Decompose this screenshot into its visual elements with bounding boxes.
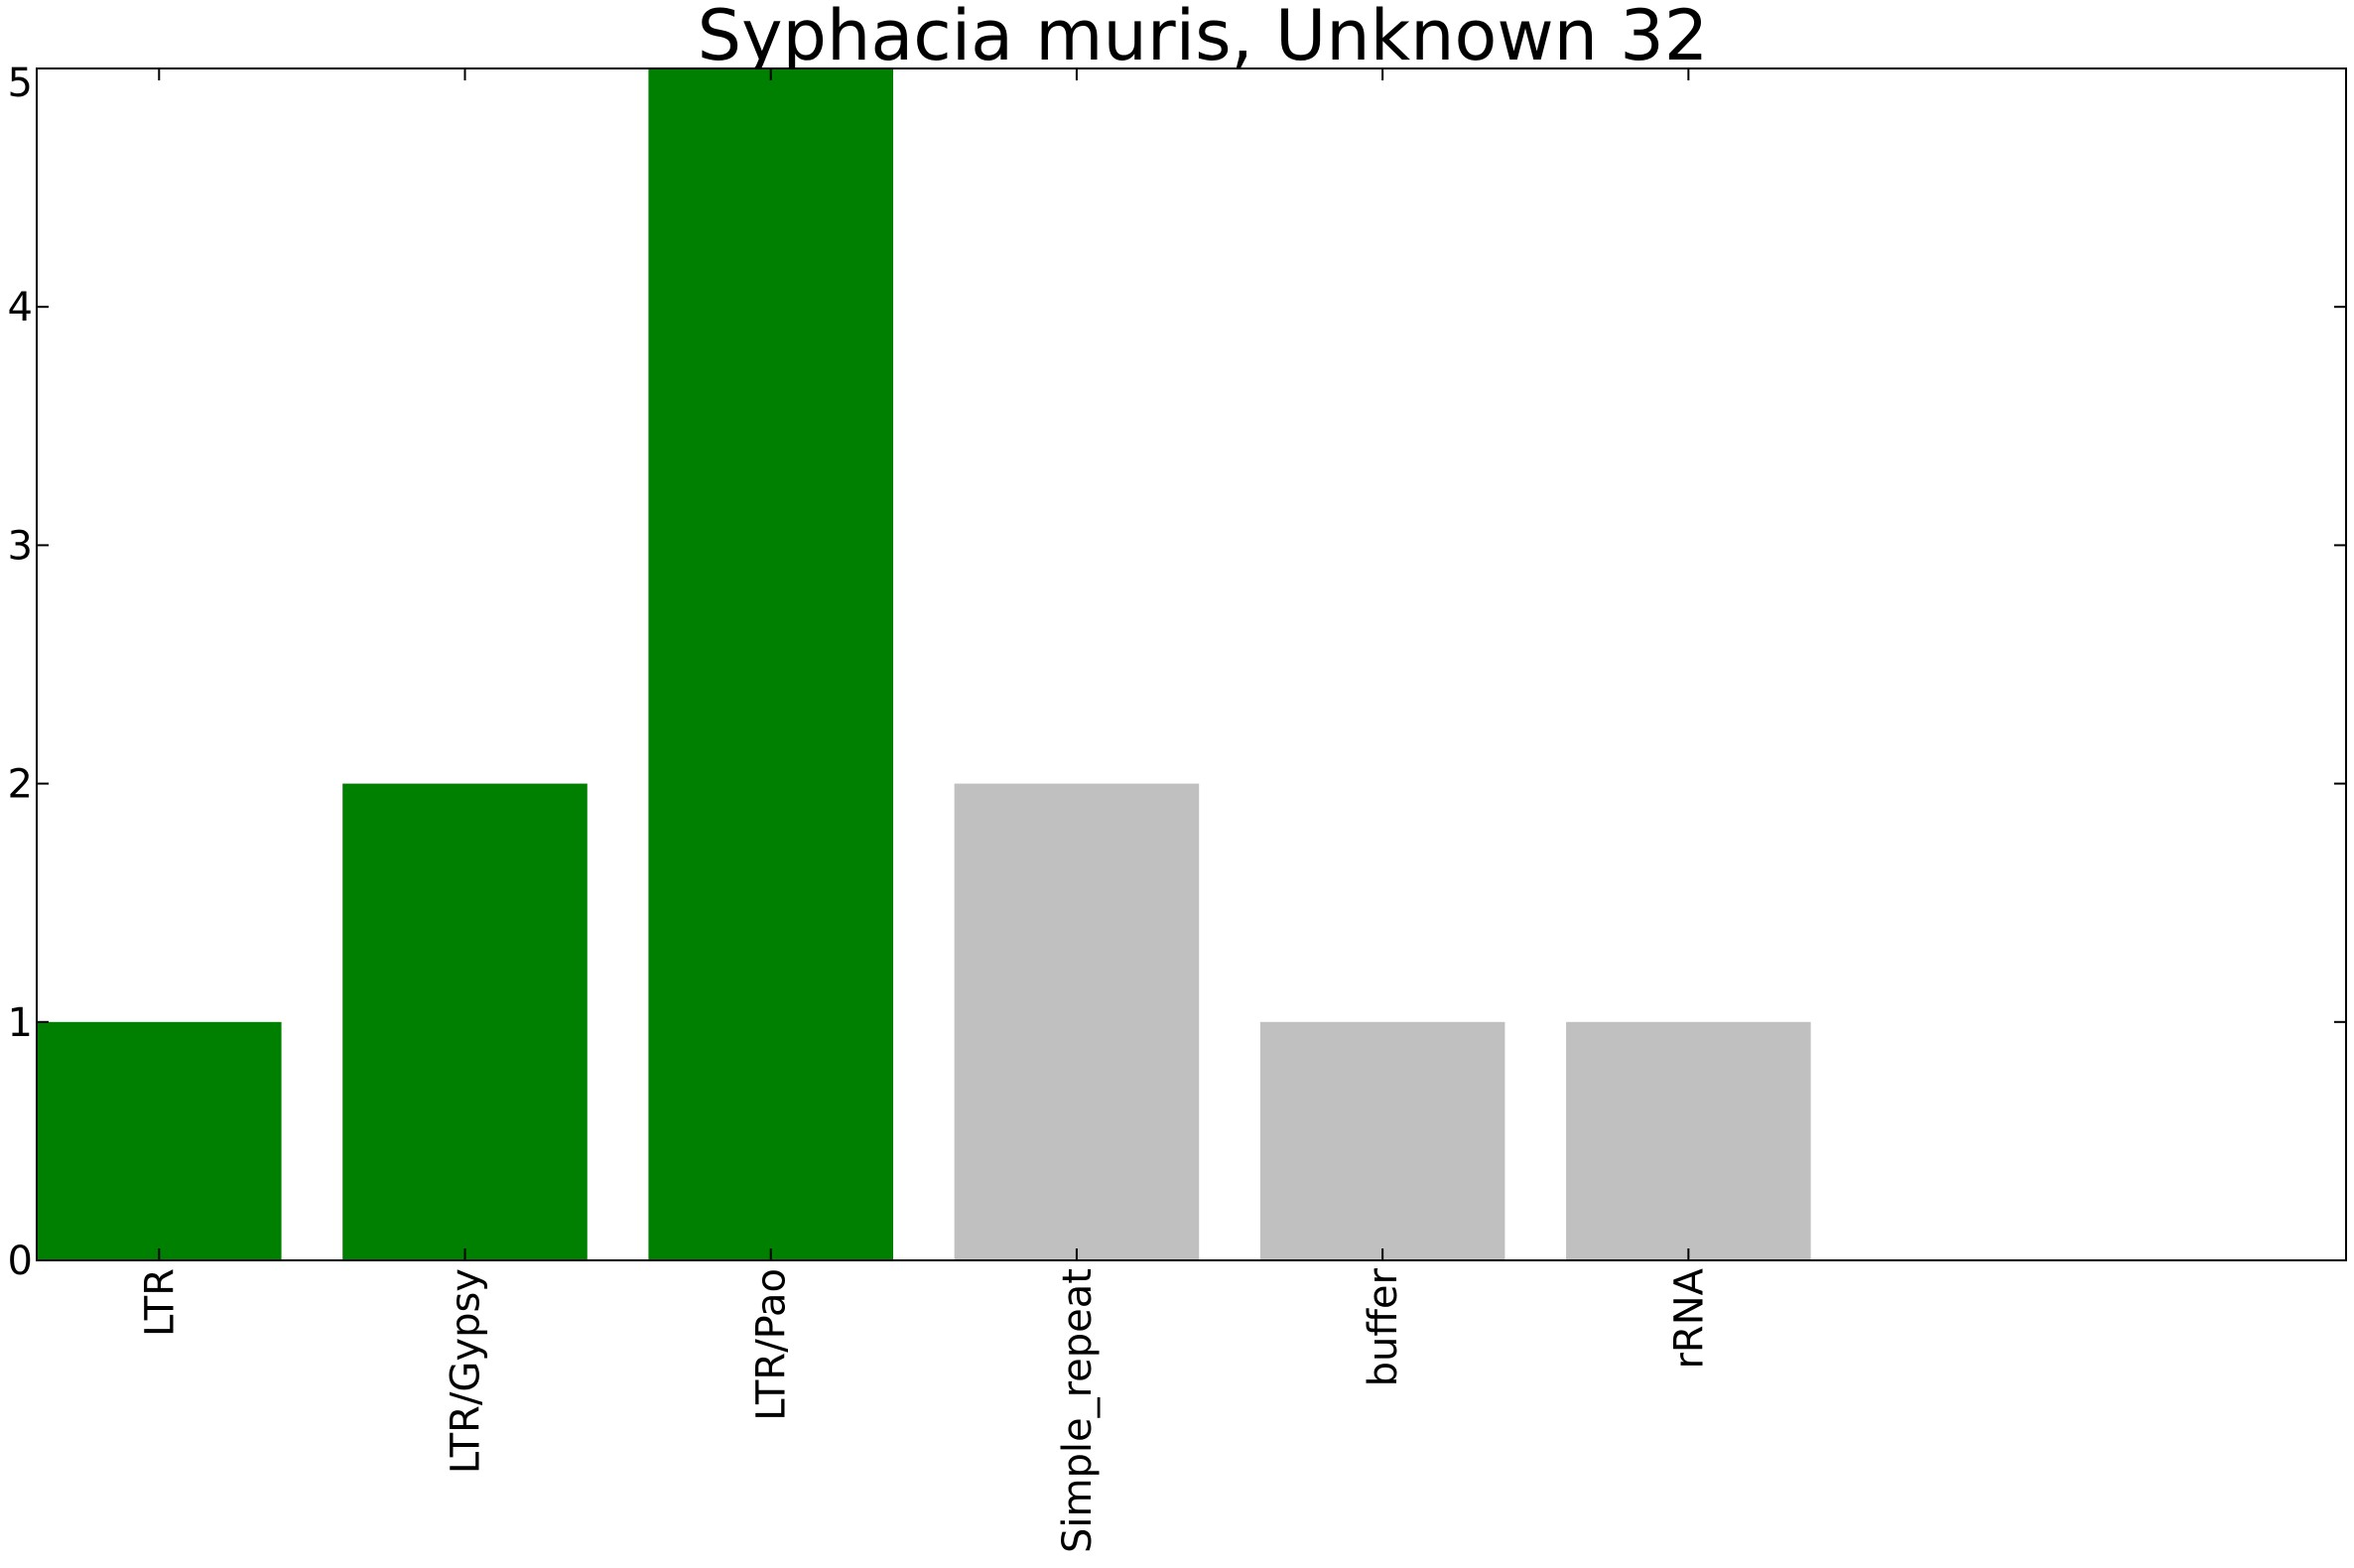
x-tick-label: buffer — [1361, 1267, 1406, 1386]
x-tick-label: LTR/Gypsy — [443, 1268, 488, 1474]
bar-buffer — [1259, 1021, 1505, 1260]
bar-rrna — [1566, 1021, 1811, 1260]
y-tick-label: 0 — [8, 1239, 33, 1284]
bar-ltr-pao — [648, 68, 893, 1260]
y-tick-label: 2 — [8, 762, 33, 808]
y-tick-label: 1 — [8, 1000, 33, 1046]
y-tick-label: 5 — [8, 61, 33, 106]
bar-ltr — [37, 1021, 282, 1260]
labels-layer: 0 1 2 3 4 5 LTR LTR/Gypsy LTR/Pao Simple_repeat bu… — [8, 61, 1713, 1553]
y-tick-label: 3 — [8, 523, 33, 569]
chart-title: Syphacia muris, Unknown 32 — [698, 0, 1709, 76]
bars-layer — [37, 68, 1811, 1260]
x-tick-label: rRNA — [1666, 1267, 1712, 1369]
x-tick-label: LTR — [137, 1268, 183, 1337]
x-tick-label: LTR/Pao — [749, 1268, 795, 1421]
bar-ltr-gypsy — [342, 783, 588, 1260]
y-tick-label: 4 — [8, 285, 33, 330]
plot-frame — [36, 67, 2347, 1261]
bar-simple-repeat — [954, 783, 1200, 1260]
x-tick-label: Simple_repeat — [1055, 1268, 1101, 1553]
